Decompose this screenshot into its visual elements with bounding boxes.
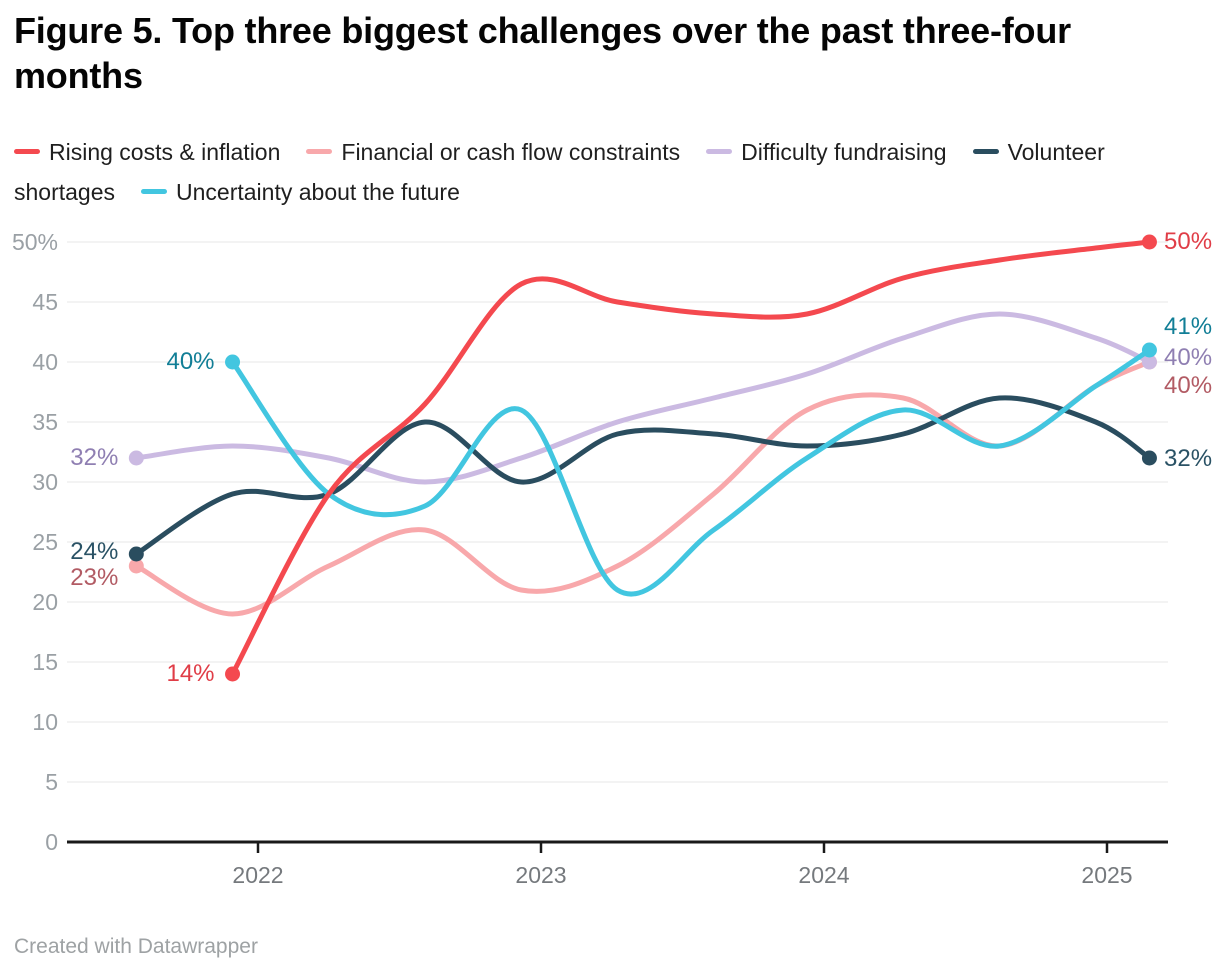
legend-item-difficulty-fundraising: Difficulty fundraising	[706, 139, 947, 165]
legend-swatch-rising-costs	[14, 149, 40, 155]
legend-item-rising-costs: Rising costs & inflation	[14, 139, 280, 165]
legend-swatch-volunteer-shortages	[972, 149, 999, 155]
x-axis-label-2022: 2022	[232, 862, 284, 888]
y-axis-label-30: 30	[32, 469, 58, 495]
value-label-end-volunteer-shortages: 32%	[1164, 445, 1213, 472]
series-line-difficulty-fundraising	[133, 311, 1152, 485]
series-start-dot-financial-constraints	[128, 558, 144, 574]
value-label-start-difficulty-fundraising: 32%	[70, 444, 119, 471]
legend-item-volunteer-shortages: Volunteer shortages	[14, 139, 1105, 205]
legend-label: Rising costs & inflation	[49, 139, 281, 165]
legend-swatch-financial-constraints	[306, 149, 333, 155]
x-axis-label-2024: 2024	[798, 862, 850, 888]
legend: Rising costs & inflation Financial or cas…	[14, 132, 1210, 212]
y-axis-label-35: 35	[32, 409, 58, 435]
y-axis-label-40: 40	[32, 349, 58, 375]
legend-swatch-uncertainty-future	[141, 189, 168, 195]
y-axis-label-50: 50%	[11, 229, 58, 255]
value-label-end-uncertainty-future: 41%	[1164, 313, 1213, 340]
series-line-volunteer-shortages	[133, 395, 1152, 557]
series-end-dot-difficulty-fundraising	[1141, 354, 1157, 370]
series-start-dot-difficulty-fundraising	[128, 450, 144, 466]
series-line-uncertainty-future	[230, 347, 1152, 597]
series-end-dot-volunteer-shortages	[1141, 450, 1157, 466]
value-label-start-rising-costs: 14%	[166, 660, 215, 687]
x-axis-label-2025: 2025	[1081, 862, 1133, 888]
legend-label: Difficulty fundraising	[741, 139, 947, 165]
page-title: Figure 5. Top three biggest challenges o…	[14, 10, 1071, 96]
legend-item-financial-constraints: Financial or cash flow constraints	[306, 139, 680, 165]
legend-label: Volunteer shortages	[14, 139, 1105, 205]
y-axis-label-45: 45	[32, 289, 58, 315]
value-label-start-uncertainty-future: 40%	[166, 348, 215, 375]
series-start-dot-rising-costs	[225, 666, 241, 682]
y-axis-label-20: 20	[32, 589, 58, 615]
legend-item-uncertainty-future: Uncertainty about the future	[141, 179, 460, 205]
y-axis-label-0: 0	[45, 829, 58, 855]
y-axis-label-25: 25	[32, 529, 58, 555]
y-axis-label-15: 15	[32, 649, 58, 675]
series-end-dot-uncertainty-future	[1141, 342, 1157, 358]
legend-label: Uncertainty about the future	[176, 179, 460, 205]
value-label-start-financial-constraints: 23%	[70, 564, 119, 591]
legend-label: Financial or cash flow constraints	[341, 139, 681, 165]
legend-swatch-difficulty-fundraising	[706, 149, 733, 155]
value-label-end-financial-constraints: 40%	[1164, 372, 1213, 399]
y-axis-label-10: 10	[32, 709, 58, 735]
attribution: Created with Datawrapper	[14, 935, 258, 958]
value-label-end-difficulty-fundraising: 40%	[1164, 344, 1213, 371]
x-axis-label-2023: 2023	[515, 862, 567, 888]
series-end-dot-rising-costs	[1141, 234, 1157, 250]
series-line-rising-costs	[230, 239, 1152, 677]
series-start-dot-uncertainty-future	[225, 354, 241, 370]
value-label-end-rising-costs: 50%	[1164, 228, 1213, 255]
value-label-start-volunteer-shortages: 24%	[70, 538, 119, 565]
y-axis-label-5: 5	[45, 769, 58, 795]
series-start-dot-volunteer-shortages	[128, 546, 144, 562]
